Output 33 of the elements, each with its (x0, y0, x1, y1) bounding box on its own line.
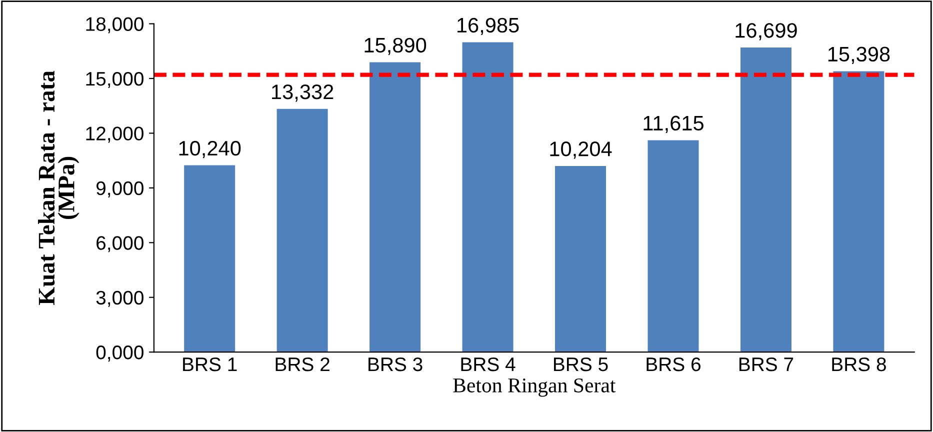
x-tick-label: BRS 1 (183, 357, 237, 372)
y-tick-label: 9,000 (96, 181, 144, 198)
y-tick-label: 0,000 (96, 346, 144, 362)
y-tick-label: 15,000 (86, 72, 144, 88)
bar (462, 42, 514, 352)
data-label: 10,204 (550, 142, 612, 159)
x-tick-label: BRS 8 (832, 357, 886, 372)
y-tick-label: 12,000 (86, 126, 144, 143)
data-label: 16,985 (458, 18, 519, 36)
bar (555, 166, 606, 352)
bar (184, 165, 236, 352)
data-label: 15,890 (364, 38, 426, 56)
y-tick-label: 6,000 (96, 236, 144, 252)
data-label: 11,615 (644, 116, 704, 134)
x-tick-label: BRS 2 (276, 357, 330, 372)
data-label: 15,398 (828, 46, 890, 64)
x-tick-label: BRS 7 (739, 357, 794, 372)
y-tick-label: 18,000 (86, 17, 144, 34)
x-tick-label: BRS 6 (646, 357, 700, 372)
bar (648, 140, 699, 352)
y-tick-label: 3,000 (96, 290, 144, 307)
x-axis-title: Beton Ringan Serat (453, 378, 616, 397)
data-label: 13,332 (272, 84, 334, 102)
y-axis-title: Kuat Tekan Rata - rata (MPa) (38, 70, 80, 305)
data-label: 10,240 (179, 140, 241, 158)
bar (370, 62, 421, 352)
bar (740, 47, 792, 352)
bar (276, 108, 328, 352)
data-label: 16,699 (736, 23, 797, 40)
bar (833, 71, 884, 352)
x-tick-label: BRS 3 (368, 357, 422, 372)
x-tick-label: BRS 5 (554, 357, 608, 372)
x-tick-label: BRS 4 (461, 357, 516, 372)
